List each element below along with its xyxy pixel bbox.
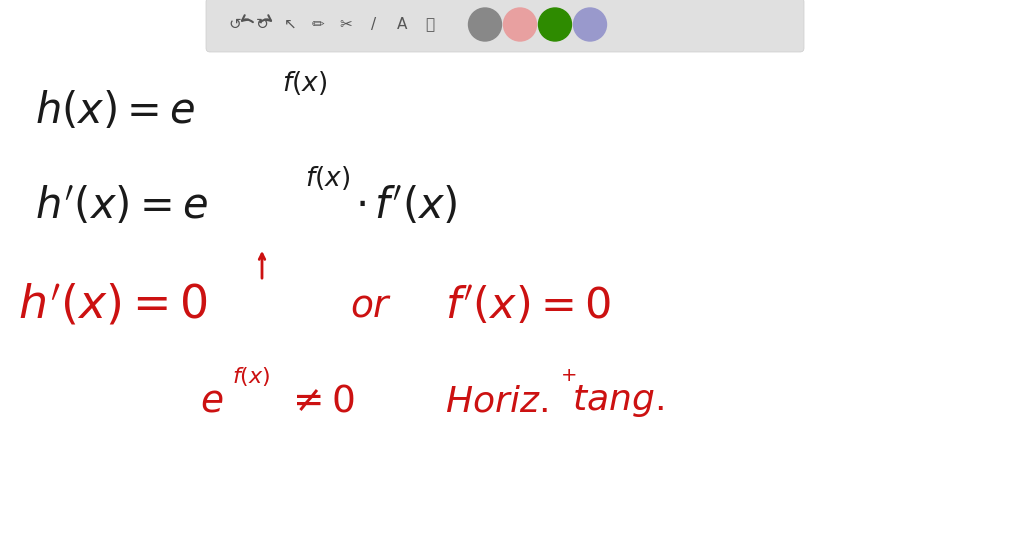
Text: ↻: ↻ <box>256 17 268 32</box>
Text: ↺: ↺ <box>228 17 242 32</box>
Text: $f(x)$: $f(x)$ <box>305 164 350 192</box>
Text: $\cdot\, f'(x)$: $\cdot\, f'(x)$ <box>355 185 458 227</box>
Text: $h'(x) = e$: $h'(x) = e$ <box>35 185 208 227</box>
Text: $tang.$: $tang.$ <box>572 383 664 419</box>
Text: ✂: ✂ <box>340 17 352 32</box>
Text: ✏: ✏ <box>311 17 325 32</box>
Text: $e$: $e$ <box>200 383 223 419</box>
Circle shape <box>573 8 606 41</box>
Text: $f(x)$: $f(x)$ <box>232 364 270 388</box>
FancyBboxPatch shape <box>206 0 804 52</box>
Text: ⬜: ⬜ <box>425 17 434 32</box>
Text: A: A <box>397 17 408 32</box>
Circle shape <box>539 8 571 41</box>
Text: $+$: $+$ <box>560 367 577 385</box>
Text: $\neq 0$: $\neq 0$ <box>285 383 354 419</box>
Circle shape <box>469 8 502 41</box>
Text: $f(x)$: $f(x)$ <box>282 69 328 97</box>
Text: /: / <box>372 17 377 32</box>
Text: $h'(x) = 0$: $h'(x) = 0$ <box>18 283 208 329</box>
Text: $f'(x)=0$: $f'(x)=0$ <box>445 285 611 327</box>
Text: $Horiz.$: $Horiz.$ <box>445 384 548 418</box>
Text: ↖: ↖ <box>284 17 296 32</box>
Text: $h(x) = e$: $h(x) = e$ <box>35 90 196 132</box>
Text: $or$: $or$ <box>350 288 392 324</box>
Circle shape <box>504 8 537 41</box>
